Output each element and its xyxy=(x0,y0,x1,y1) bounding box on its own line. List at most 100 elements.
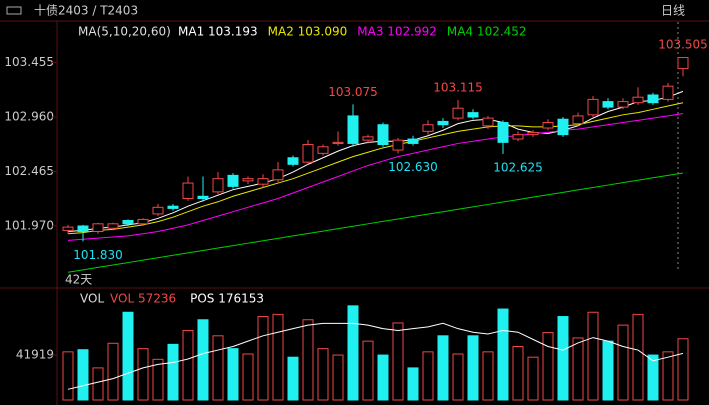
extreme-label: 103.505 xyxy=(658,38,708,52)
period-selector[interactable]: 日线 xyxy=(661,4,685,18)
candle-body xyxy=(257,178,269,185)
y-tick-label: 41919 xyxy=(16,348,54,362)
volume-bar xyxy=(677,338,689,401)
volume-bar xyxy=(212,335,224,401)
volume-bar xyxy=(587,311,599,401)
volume-bar xyxy=(512,346,524,401)
candle-body xyxy=(287,157,299,165)
candle-body xyxy=(527,131,539,136)
volume-bar xyxy=(392,322,404,401)
candle-body xyxy=(587,98,599,116)
candle-body xyxy=(407,138,419,144)
extreme-label: 101.830 xyxy=(73,248,123,262)
candle-body xyxy=(377,124,389,146)
candle-body xyxy=(557,118,569,136)
volume-bar xyxy=(227,348,239,401)
candle-body xyxy=(452,107,464,119)
volume-bar xyxy=(602,340,614,401)
candle-body xyxy=(77,225,89,233)
candle-body xyxy=(467,112,479,118)
volume-bar xyxy=(152,358,164,401)
candle-body xyxy=(92,223,104,233)
candle-body xyxy=(167,205,179,209)
candle-body xyxy=(227,174,239,187)
legend-entry: VOL 57236 xyxy=(110,292,176,306)
candle-body xyxy=(542,122,554,129)
volume-bar xyxy=(167,343,179,401)
ma-label: MA(5,10,20,60) xyxy=(78,25,171,39)
volume-bar xyxy=(497,308,509,401)
volume-bar xyxy=(407,367,419,401)
candle-body xyxy=(242,178,254,182)
pos-line xyxy=(67,322,684,390)
y-tick-label: 102.960 xyxy=(4,110,54,124)
volume-bar xyxy=(377,354,389,401)
volume-bar xyxy=(617,324,629,401)
candle-body xyxy=(437,120,449,126)
volume-bar xyxy=(662,351,674,401)
volume-bar xyxy=(92,367,104,401)
candle-body xyxy=(197,195,209,199)
candle-body xyxy=(647,94,659,104)
volume-bar xyxy=(572,337,584,401)
legend-entry: MA1 103.193 xyxy=(178,25,258,39)
candle-body xyxy=(212,178,224,193)
volume-bar xyxy=(257,316,269,401)
volume-bar xyxy=(242,353,254,401)
header-title: 十债2403 / T2403 xyxy=(34,4,138,18)
candle-body xyxy=(107,223,119,229)
candle-body xyxy=(617,101,629,108)
volume-bar xyxy=(107,342,119,401)
candle-body xyxy=(62,226,74,231)
volume-bar xyxy=(302,319,314,401)
candle-body xyxy=(482,117,494,127)
panel-title: VOL xyxy=(80,292,104,306)
candle-body xyxy=(152,206,164,215)
candle-body xyxy=(392,139,404,151)
icon xyxy=(6,6,22,15)
volume-bar xyxy=(422,351,434,401)
volume-bar xyxy=(437,335,449,401)
volume-bar xyxy=(632,313,644,401)
candle-body xyxy=(662,85,674,100)
candle-body xyxy=(317,146,329,154)
candle-body xyxy=(512,134,524,140)
volume-bar xyxy=(137,348,149,401)
legend-entry: MA4 102.452 xyxy=(447,25,527,39)
candle-body xyxy=(347,115,359,144)
candle-body xyxy=(422,124,434,132)
volume-bar xyxy=(197,319,209,401)
volume-bar xyxy=(542,332,554,401)
legend-entry: POS 176153 xyxy=(190,292,264,306)
y-tick-label: 101.970 xyxy=(4,219,54,233)
volume-bar xyxy=(287,356,299,401)
candle-body xyxy=(182,182,194,199)
volume-bar xyxy=(557,316,569,401)
y-tick-label: 103.455 xyxy=(4,55,54,69)
candle-body xyxy=(632,96,644,104)
candle-body xyxy=(332,141,344,144)
volume-bar xyxy=(182,329,194,401)
volume-bar xyxy=(647,354,659,401)
volume-bar xyxy=(362,340,374,401)
legend-entry: MA2 103.090 xyxy=(268,25,348,39)
volume-bar xyxy=(482,351,494,401)
volume-bar xyxy=(317,348,329,401)
candle-body xyxy=(137,218,149,225)
legend-entry: MA3 102.992 xyxy=(357,25,437,39)
volume-bar xyxy=(122,311,134,401)
volume-bar xyxy=(332,354,344,401)
candle-body xyxy=(362,136,374,141)
volume-bar xyxy=(347,305,359,401)
volume-bar xyxy=(452,353,464,401)
extreme-label: 102.630 xyxy=(388,160,438,174)
volume-bar xyxy=(272,313,284,401)
candle-body xyxy=(602,101,614,108)
ma-line xyxy=(67,102,684,235)
extreme-label: 103.075 xyxy=(328,85,378,99)
candle-body xyxy=(122,220,134,225)
volume-bar xyxy=(62,351,74,401)
candle-body xyxy=(302,144,314,163)
volume-bar xyxy=(467,335,479,401)
